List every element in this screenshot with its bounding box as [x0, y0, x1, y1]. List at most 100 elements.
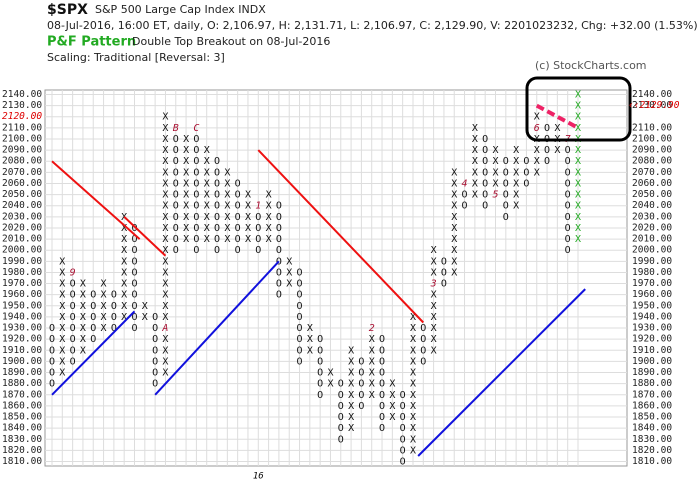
x-box: X	[59, 290, 65, 301]
o-box: O	[358, 390, 364, 401]
o-box: O	[235, 223, 241, 234]
o-box: O	[49, 379, 55, 390]
x-box: X	[80, 279, 86, 290]
month-marker: 3	[430, 279, 437, 290]
x-box: X	[162, 368, 168, 379]
month-marker: A	[161, 323, 168, 334]
o-box: O	[482, 145, 488, 156]
o-box: O	[90, 290, 96, 301]
o-box: O	[297, 323, 303, 334]
name: S&P 500 Large Cap Index INDX	[95, 3, 266, 16]
x-box: X	[369, 390, 375, 401]
y2-tick-label: 1970.00	[632, 278, 672, 289]
o-box: O	[503, 167, 509, 178]
x-box: X	[389, 401, 395, 412]
y2-tick-label: 1820.00	[632, 445, 672, 456]
x-box: X	[162, 267, 168, 278]
x-box: X	[59, 267, 65, 278]
x-box: X	[451, 178, 457, 189]
y-tick-label: 1830.00	[2, 434, 42, 445]
o-box: O	[173, 190, 179, 201]
x-box: X	[575, 156, 581, 167]
o-box: O	[400, 445, 406, 456]
o-box: O	[523, 178, 529, 189]
x-box: X	[554, 123, 560, 134]
x-box: X	[410, 368, 416, 379]
x-box: X	[121, 234, 127, 245]
o-box: O	[131, 290, 137, 301]
x-box: X	[431, 323, 437, 334]
x-box: X	[575, 190, 581, 201]
x-box: X	[492, 156, 498, 167]
month-marker: 5	[492, 190, 498, 201]
trendline	[51, 310, 136, 396]
x-box: X	[575, 178, 581, 189]
x-box: X	[534, 112, 540, 123]
o-box: O	[214, 190, 220, 201]
o-box: O	[338, 390, 344, 401]
x-box: X	[575, 101, 581, 112]
x-box: X	[121, 279, 127, 290]
o-box: O	[544, 156, 550, 167]
o-box: O	[317, 345, 323, 356]
x-box: X	[575, 112, 581, 123]
o-box: O	[193, 223, 199, 234]
y2-tick-label: 1870.00	[632, 389, 672, 400]
quote: 08-Jul-2016, 16:00 ET, daily, O: 2,106.9…	[47, 19, 698, 32]
o-box: O	[111, 323, 117, 334]
y2-tick-label: 2080.00	[632, 156, 672, 167]
o-box: O	[173, 201, 179, 212]
o-box: O	[503, 201, 509, 212]
x-box: X	[369, 379, 375, 390]
y-tick-label: 1880.00	[2, 378, 42, 389]
y-tick-label: 1960.00	[2, 289, 42, 300]
o-box: O	[503, 190, 509, 201]
x-box: X	[245, 201, 251, 212]
o-box: O	[214, 178, 220, 189]
x-box: X	[513, 190, 519, 201]
y-tick-label: 2130.00	[2, 100, 42, 111]
x-box: X	[492, 167, 498, 178]
x-box: X	[348, 356, 354, 367]
pattern-label: P&F Pattern	[47, 35, 136, 50]
y2-tick-label: 1920.00	[632, 334, 672, 345]
o-box: O	[49, 368, 55, 379]
o-box: O	[214, 234, 220, 245]
trendline	[535, 103, 579, 130]
o-box: O	[70, 312, 76, 323]
o-box: O	[173, 156, 179, 167]
y-tick-label: 1820.00	[2, 445, 42, 456]
x-box: X	[183, 145, 189, 156]
o-box: O	[152, 356, 158, 367]
o-box: O	[49, 334, 55, 345]
y2-tick-label: 1960.00	[632, 289, 672, 300]
x-box: X	[492, 145, 498, 156]
x-box: X	[59, 301, 65, 312]
y-tick-label: 2090.00	[2, 145, 42, 156]
y2-tick-label: 2020.00	[632, 222, 672, 233]
o-box: O	[90, 301, 96, 312]
o-box: O	[317, 379, 323, 390]
y2-tick-label: 1850.00	[632, 412, 672, 423]
y2-tick-label: 1930.00	[632, 323, 672, 334]
x-box: X	[431, 267, 437, 278]
o-box: O	[565, 223, 571, 234]
x-box: X	[286, 267, 292, 278]
x-box: X	[266, 201, 272, 212]
o-box: O	[400, 457, 406, 468]
x-box: X	[59, 368, 65, 379]
y2-tick-label: 2140.00	[632, 89, 672, 100]
o-box: O	[317, 334, 323, 345]
y-tick-label: 2010.00	[2, 234, 42, 245]
o-box: O	[297, 290, 303, 301]
o-box: O	[523, 167, 529, 178]
x-box: X	[183, 134, 189, 145]
o-box: O	[131, 323, 137, 334]
o-box: O	[544, 145, 550, 156]
y-tick-label: 2110.00	[2, 122, 42, 133]
y-tick-label: 1940.00	[2, 311, 42, 322]
x-box: X	[224, 167, 230, 178]
x-box: X	[575, 223, 581, 234]
o-box: O	[193, 190, 199, 201]
